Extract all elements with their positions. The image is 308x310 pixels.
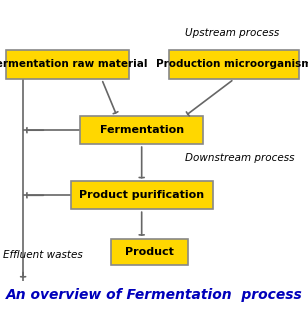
Text: Fermentation: Fermentation (99, 125, 184, 135)
FancyBboxPatch shape (71, 181, 213, 209)
Text: Production microorganism: Production microorganism (156, 59, 308, 69)
Text: Product purification: Product purification (79, 190, 204, 200)
Text: Product: Product (125, 247, 174, 257)
FancyBboxPatch shape (80, 116, 203, 144)
FancyBboxPatch shape (6, 50, 129, 79)
Text: Fermentation raw material: Fermentation raw material (0, 59, 147, 69)
Text: Upstream process: Upstream process (185, 28, 279, 38)
FancyBboxPatch shape (111, 239, 188, 265)
Text: An overview of Fermentation  process: An overview of Fermentation process (6, 288, 302, 302)
Text: Effluent wastes: Effluent wastes (3, 250, 83, 260)
FancyBboxPatch shape (169, 50, 299, 79)
Text: Downstream process: Downstream process (185, 153, 294, 163)
